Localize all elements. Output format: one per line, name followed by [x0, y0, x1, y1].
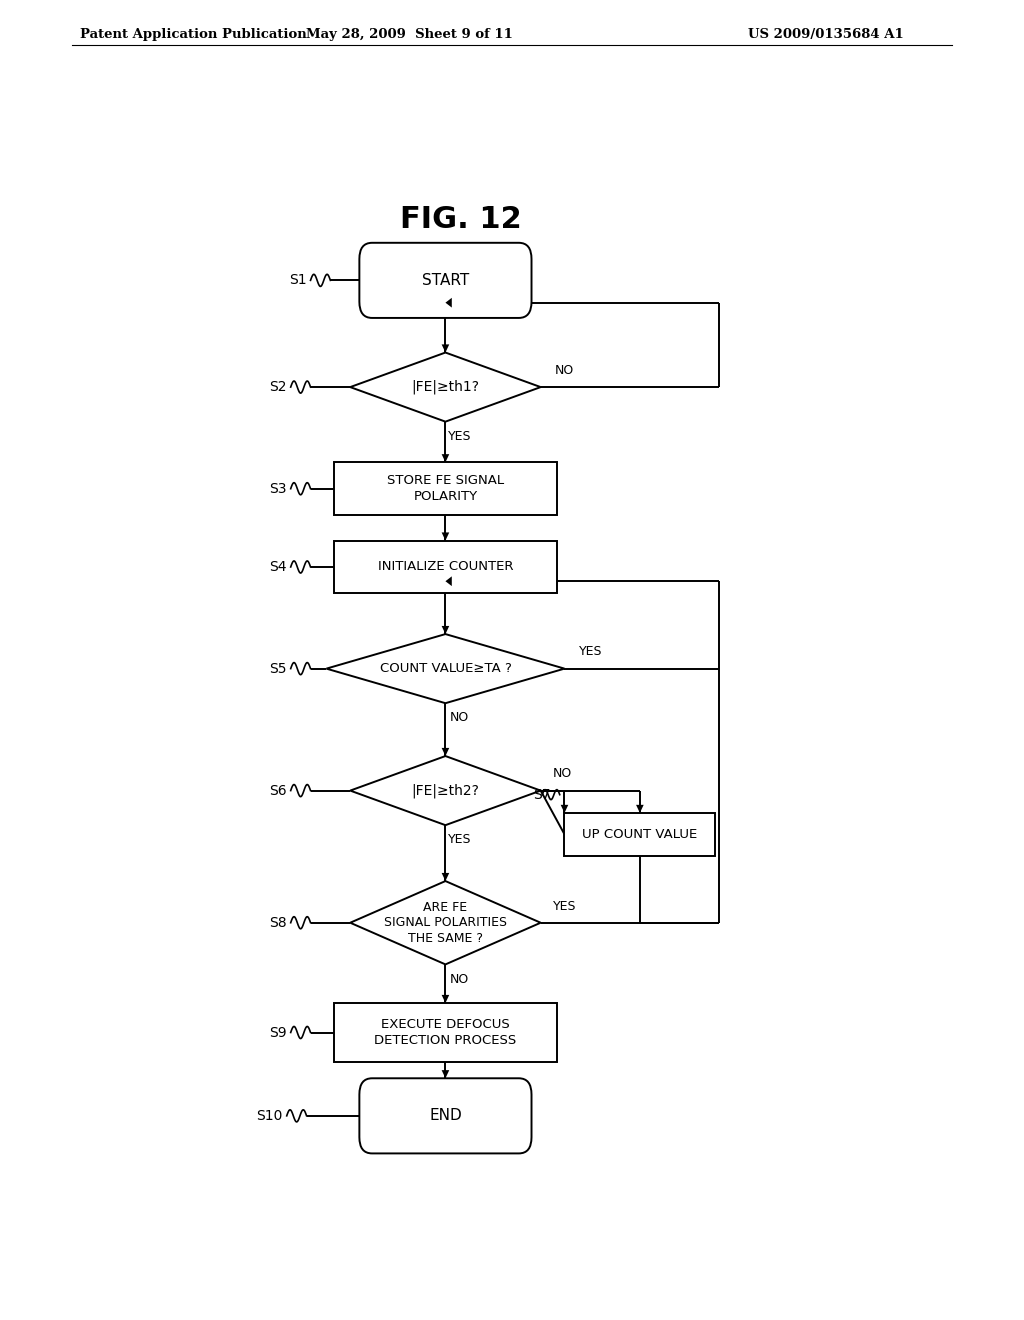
- FancyBboxPatch shape: [334, 541, 557, 594]
- Polygon shape: [445, 577, 452, 586]
- Text: S7: S7: [532, 788, 550, 801]
- Polygon shape: [561, 805, 568, 813]
- Text: YES: YES: [447, 430, 471, 442]
- Text: NO: NO: [555, 364, 574, 378]
- FancyBboxPatch shape: [359, 243, 531, 318]
- Polygon shape: [441, 1071, 450, 1078]
- Polygon shape: [445, 298, 452, 308]
- FancyBboxPatch shape: [564, 813, 715, 855]
- FancyBboxPatch shape: [334, 462, 557, 515]
- Polygon shape: [350, 352, 541, 421]
- Text: S1: S1: [289, 273, 306, 288]
- Polygon shape: [327, 634, 564, 704]
- Text: May 28, 2009  Sheet 9 of 11: May 28, 2009 Sheet 9 of 11: [306, 28, 513, 41]
- Polygon shape: [441, 626, 450, 634]
- Text: NO: NO: [553, 767, 571, 780]
- Polygon shape: [441, 748, 450, 756]
- Text: YES: YES: [447, 833, 471, 846]
- Text: UP COUNT VALUE: UP COUNT VALUE: [583, 828, 697, 841]
- Text: S6: S6: [269, 784, 287, 797]
- Polygon shape: [636, 805, 644, 813]
- Text: S2: S2: [269, 380, 287, 395]
- Text: S5: S5: [269, 661, 287, 676]
- Text: S9: S9: [269, 1026, 287, 1040]
- Text: END: END: [429, 1109, 462, 1123]
- FancyBboxPatch shape: [359, 1078, 531, 1154]
- Text: NO: NO: [451, 711, 469, 725]
- Text: YES: YES: [579, 645, 602, 659]
- Polygon shape: [350, 756, 541, 825]
- Polygon shape: [441, 454, 450, 462]
- Text: INITIALIZE COUNTER: INITIALIZE COUNTER: [378, 561, 513, 573]
- Text: FIG. 12: FIG. 12: [400, 205, 522, 234]
- Text: EXECUTE DEFOCUS
DETECTION PROCESS: EXECUTE DEFOCUS DETECTION PROCESS: [375, 1018, 516, 1047]
- Text: S10: S10: [256, 1109, 283, 1123]
- Text: COUNT VALUE≥TA ?: COUNT VALUE≥TA ?: [380, 663, 511, 675]
- Polygon shape: [441, 532, 450, 541]
- Text: NO: NO: [451, 973, 469, 986]
- Text: S3: S3: [269, 482, 287, 496]
- Text: US 2009/0135684 A1: US 2009/0135684 A1: [748, 28, 903, 41]
- Text: S4: S4: [269, 560, 287, 574]
- Polygon shape: [350, 880, 541, 965]
- Text: Patent Application Publication: Patent Application Publication: [80, 28, 306, 41]
- Text: YES: YES: [553, 899, 577, 912]
- FancyBboxPatch shape: [334, 1003, 557, 1063]
- Text: S8: S8: [269, 916, 287, 929]
- Polygon shape: [441, 995, 450, 1003]
- Text: START: START: [422, 273, 469, 288]
- Text: STORE FE SIGNAL
POLARITY: STORE FE SIGNAL POLARITY: [387, 474, 504, 503]
- Text: |FE|≥th1?: |FE|≥th1?: [412, 380, 479, 395]
- Text: ARE FE
SIGNAL POLARITIES
THE SAME ?: ARE FE SIGNAL POLARITIES THE SAME ?: [384, 900, 507, 945]
- Polygon shape: [441, 873, 450, 880]
- Polygon shape: [441, 345, 450, 352]
- Text: |FE|≥th2?: |FE|≥th2?: [412, 783, 479, 797]
